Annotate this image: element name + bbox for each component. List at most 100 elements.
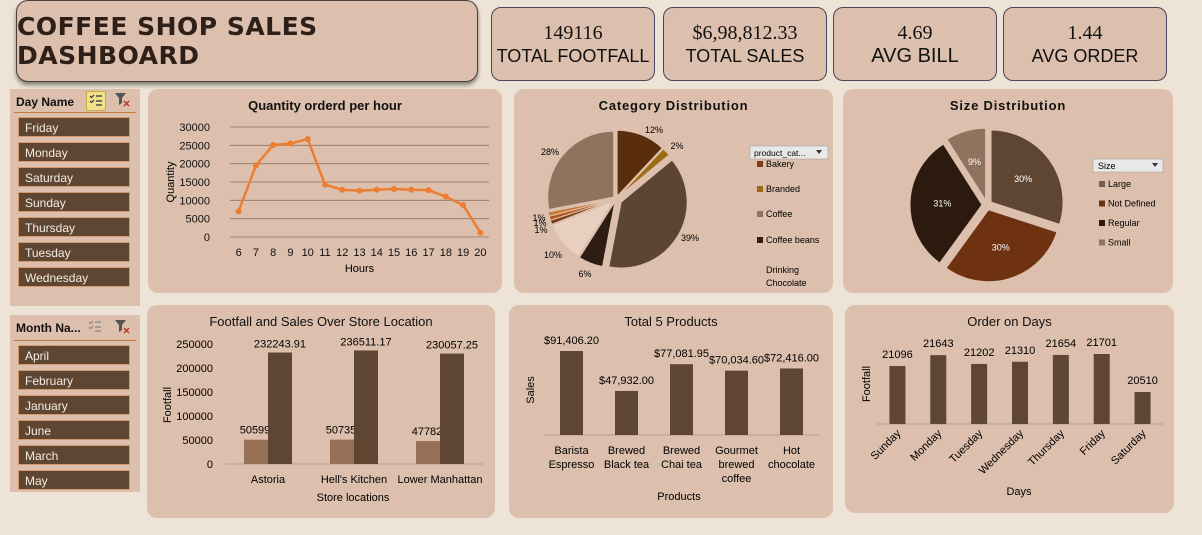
size-pie-chart: 30% 30% 31% 9% Size Large Not Defined Regular Sm… — [909, 127, 1164, 283]
slicer-item-monday[interactable]: Monday — [18, 142, 130, 162]
slicer-item-april[interactable]: April — [18, 345, 130, 365]
category-pie-chart: 12%2%39%6%10%1%1%1%28% product_cat...Bake… — [532, 125, 829, 288]
chart-title: Order on Days — [967, 314, 1052, 329]
legend-entry: Coffee — [766, 209, 792, 219]
chevron-down-icon — [1152, 163, 1158, 167]
legend-entry: Regular — [1108, 218, 1140, 228]
data-point — [442, 193, 449, 200]
slicer-item-february[interactable]: February — [18, 370, 130, 390]
y-tick-label: 0 — [207, 459, 213, 471]
slicer-item-friday[interactable]: Friday — [18, 117, 130, 137]
bar — [244, 439, 268, 464]
data-label: $70,034.60 — [709, 355, 764, 367]
y-axis-label: Quantity — [165, 161, 177, 202]
chevron-down-icon — [816, 150, 822, 154]
x-tick-label: Gourmet — [715, 445, 758, 457]
data-point — [373, 186, 380, 193]
x-tick-label: Tuesday — [947, 427, 985, 465]
kpi-label: TOTAL SALES — [685, 46, 805, 66]
clear-filter-icon[interactable] — [113, 91, 131, 109]
data-label: $91,406.20 — [544, 335, 599, 347]
pie-slice — [909, 143, 983, 264]
x-tick-label: chocolate — [768, 459, 815, 471]
data-point — [408, 186, 415, 193]
slicer-item-june[interactable]: June — [18, 420, 130, 440]
legend-entry: Not Defined — [1108, 199, 1156, 209]
data-label: 21096 — [882, 349, 913, 361]
bar — [354, 350, 378, 464]
kpi-value: $6,98,812.33 — [692, 22, 798, 44]
slice-label: 6% — [578, 269, 591, 279]
slicer-item-wednesday[interactable]: Wednesday — [18, 267, 130, 287]
data-label: 20510 — [1127, 375, 1158, 387]
y-tick-label: 250000 — [176, 339, 213, 351]
slicer-item-may[interactable]: May — [18, 470, 130, 490]
store-location-panel: Footfall and Sales Over Store Location 0… — [147, 305, 495, 518]
data-point — [356, 187, 363, 194]
top-products-panel: Total 5 Products $91,406.20 Barista Espres… — [509, 305, 833, 518]
x-axis-label: Products — [657, 491, 701, 503]
legend-entry: Small — [1108, 238, 1131, 248]
slicer-item-thursday[interactable]: Thursday — [18, 217, 130, 237]
clear-filter-icon[interactable] — [113, 318, 131, 336]
x-tick-label: brewed — [718, 459, 754, 471]
x-tick-label: 13 — [353, 247, 365, 259]
kpi-avg-order: 1.44 AVG ORDER — [1003, 7, 1167, 81]
y-tick-label: 5000 — [186, 214, 210, 226]
pie-slice — [578, 201, 616, 268]
x-tick-label: Black tea — [604, 459, 650, 471]
chart-title: Footfall and Sales Over Store Location — [209, 314, 433, 329]
x-axis-label: Store locations — [317, 492, 390, 504]
slice-label: 30% — [992, 242, 1010, 252]
x-tick-label: 11 — [319, 247, 330, 259]
chart-title: Size Distribution — [949, 98, 1067, 113]
legend-header: Size — [1098, 161, 1116, 171]
slice-label: 1% — [534, 225, 547, 235]
data-point — [287, 140, 294, 147]
dashboard-title-box: COFFEE SHOP SALES DASHBOARD — [16, 0, 478, 82]
data-point — [304, 136, 311, 143]
slicer-item-sunday[interactable]: Sunday — [18, 192, 130, 212]
month-slicer: Month Na... April February January June … — [10, 315, 140, 492]
x-tick-label: 15 — [388, 247, 400, 259]
x-tick-label: Friday — [1078, 427, 1108, 457]
kpi-label: TOTAL FOOTFALL — [496, 46, 650, 66]
x-tick-label: Saturday — [1109, 427, 1149, 467]
category-distribution-panel: Category Distribution 12% 2% 39% 6% 10% 1% 1% 1… — [514, 89, 833, 293]
line-chart: 0 5000 10000 15000 20000 25000 30000 6 7 8 9 10 11 12… — [165, 122, 489, 275]
slicer-item-january[interactable]: January — [18, 395, 130, 415]
slicer-item-tuesday[interactable]: Tuesday — [18, 242, 130, 262]
data-point — [235, 208, 242, 215]
x-tick-label: 14 — [371, 247, 383, 259]
checklist-icon[interactable] — [86, 318, 104, 336]
slicer-item-saturday[interactable]: Saturday — [18, 167, 130, 187]
data-point — [460, 202, 467, 209]
bar — [930, 355, 947, 424]
bar — [889, 366, 906, 424]
bar — [268, 352, 292, 464]
bar — [330, 439, 354, 464]
legend-entry: Chocolate — [766, 278, 807, 288]
data-label: 47782 — [412, 426, 443, 438]
x-tick-label: 9 — [287, 247, 293, 259]
legend-swatch — [1099, 200, 1105, 207]
legend-header: product_cat... — [754, 148, 806, 158]
legend-filter-box — [1092, 158, 1164, 173]
slice-label: 28% — [541, 147, 559, 157]
slice-label: 31% — [933, 199, 951, 209]
slicer-item-march[interactable]: March — [18, 445, 130, 465]
y-tick-label: 0 — [204, 232, 210, 244]
x-tick-label: 7 — [253, 247, 259, 259]
bar — [1134, 392, 1151, 424]
x-tick-label: 17 — [422, 247, 434, 259]
data-point — [425, 187, 432, 194]
x-tick-label: 6 — [236, 247, 242, 259]
pie-slice — [946, 127, 987, 202]
y-tick-label: 20000 — [179, 159, 210, 171]
y-tick-label: 50000 — [182, 435, 213, 447]
checklist-icon[interactable] — [86, 91, 106, 111]
data-label: 21701 — [1086, 337, 1117, 349]
y-tick-label: 30000 — [179, 122, 210, 134]
slice-label: 30% — [1014, 174, 1032, 184]
x-tick-label: 10 — [302, 247, 314, 259]
